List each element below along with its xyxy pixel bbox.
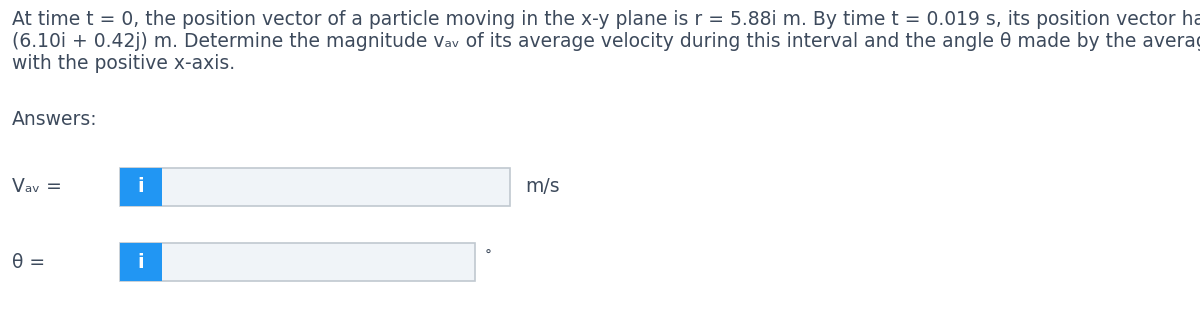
FancyBboxPatch shape — [120, 243, 162, 281]
Text: with the positive x-axis.: with the positive x-axis. — [12, 54, 235, 73]
Text: °: ° — [485, 249, 492, 263]
FancyBboxPatch shape — [120, 168, 162, 206]
Text: i: i — [138, 252, 144, 272]
FancyBboxPatch shape — [120, 168, 510, 206]
FancyBboxPatch shape — [120, 243, 475, 281]
Text: (6.10i + 0.42j) m. Determine the magnitude vₐᵥ of its average velocity during th: (6.10i + 0.42j) m. Determine the magnitu… — [12, 32, 1200, 51]
Text: θ =: θ = — [12, 252, 46, 272]
Text: Answers:: Answers: — [12, 110, 97, 129]
Text: At time t = 0, the position vector of a particle moving in the x-y plane is r = : At time t = 0, the position vector of a … — [12, 10, 1200, 29]
Text: m/s: m/s — [526, 177, 559, 197]
Text: i: i — [138, 177, 144, 197]
Text: Vₐᵥ =: Vₐᵥ = — [12, 177, 62, 197]
